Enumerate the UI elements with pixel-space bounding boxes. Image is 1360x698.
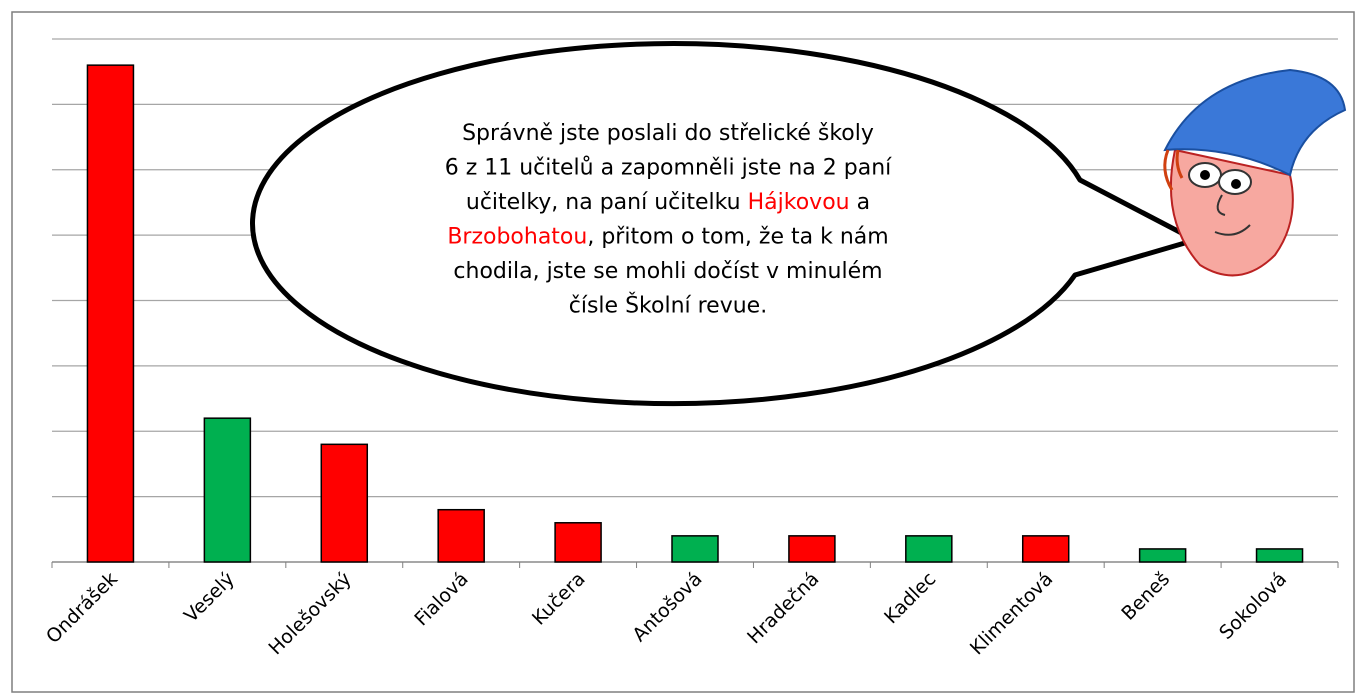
bubble-line: Správně jste poslali do střelické školy <box>462 121 874 146</box>
bubble-line: chodila, jste se mohli dočíst v minulém <box>453 259 882 284</box>
bar <box>906 536 952 562</box>
bubble-text: 6 z 11 učitelů a zapomněli jste na 2 pan… <box>445 156 892 181</box>
bar <box>789 536 835 562</box>
bar <box>1140 549 1186 562</box>
bubble-text: Správně jste poslali do střelické školy <box>462 121 874 146</box>
bubble-text: a <box>850 190 870 215</box>
bubble-line: Brzobohatou, přitom o tom, že ta k nám <box>447 225 888 250</box>
bubble-text: Brzobohatou <box>447 225 587 250</box>
bubble-text: chodila, jste se mohli dočíst v minulém <box>453 259 882 284</box>
bar <box>204 418 250 562</box>
bubble-text: učitelky, na paní učitelku <box>466 190 748 215</box>
bar <box>1257 549 1303 562</box>
bubble-text: , přitom o tom, že ta k nám <box>587 225 888 250</box>
bar <box>87 65 133 562</box>
bubble-text: Hájkovou <box>748 190 850 215</box>
bar <box>672 536 718 562</box>
bar <box>321 444 367 562</box>
bubble-line: 6 z 11 učitelů a zapomněli jste na 2 pan… <box>445 156 892 181</box>
bar <box>1023 536 1069 562</box>
bubble-line: čísle Školní revue. <box>569 293 767 319</box>
bar <box>438 510 484 562</box>
chart: OndrášekVeselýHolešovskýFialováKučeraAnt… <box>0 0 1360 698</box>
bubble-line: učitelky, na paní učitelku Hájkovou a <box>466 190 870 215</box>
bubble-text: čísle Školní revue. <box>569 293 767 319</box>
bar <box>555 523 601 562</box>
